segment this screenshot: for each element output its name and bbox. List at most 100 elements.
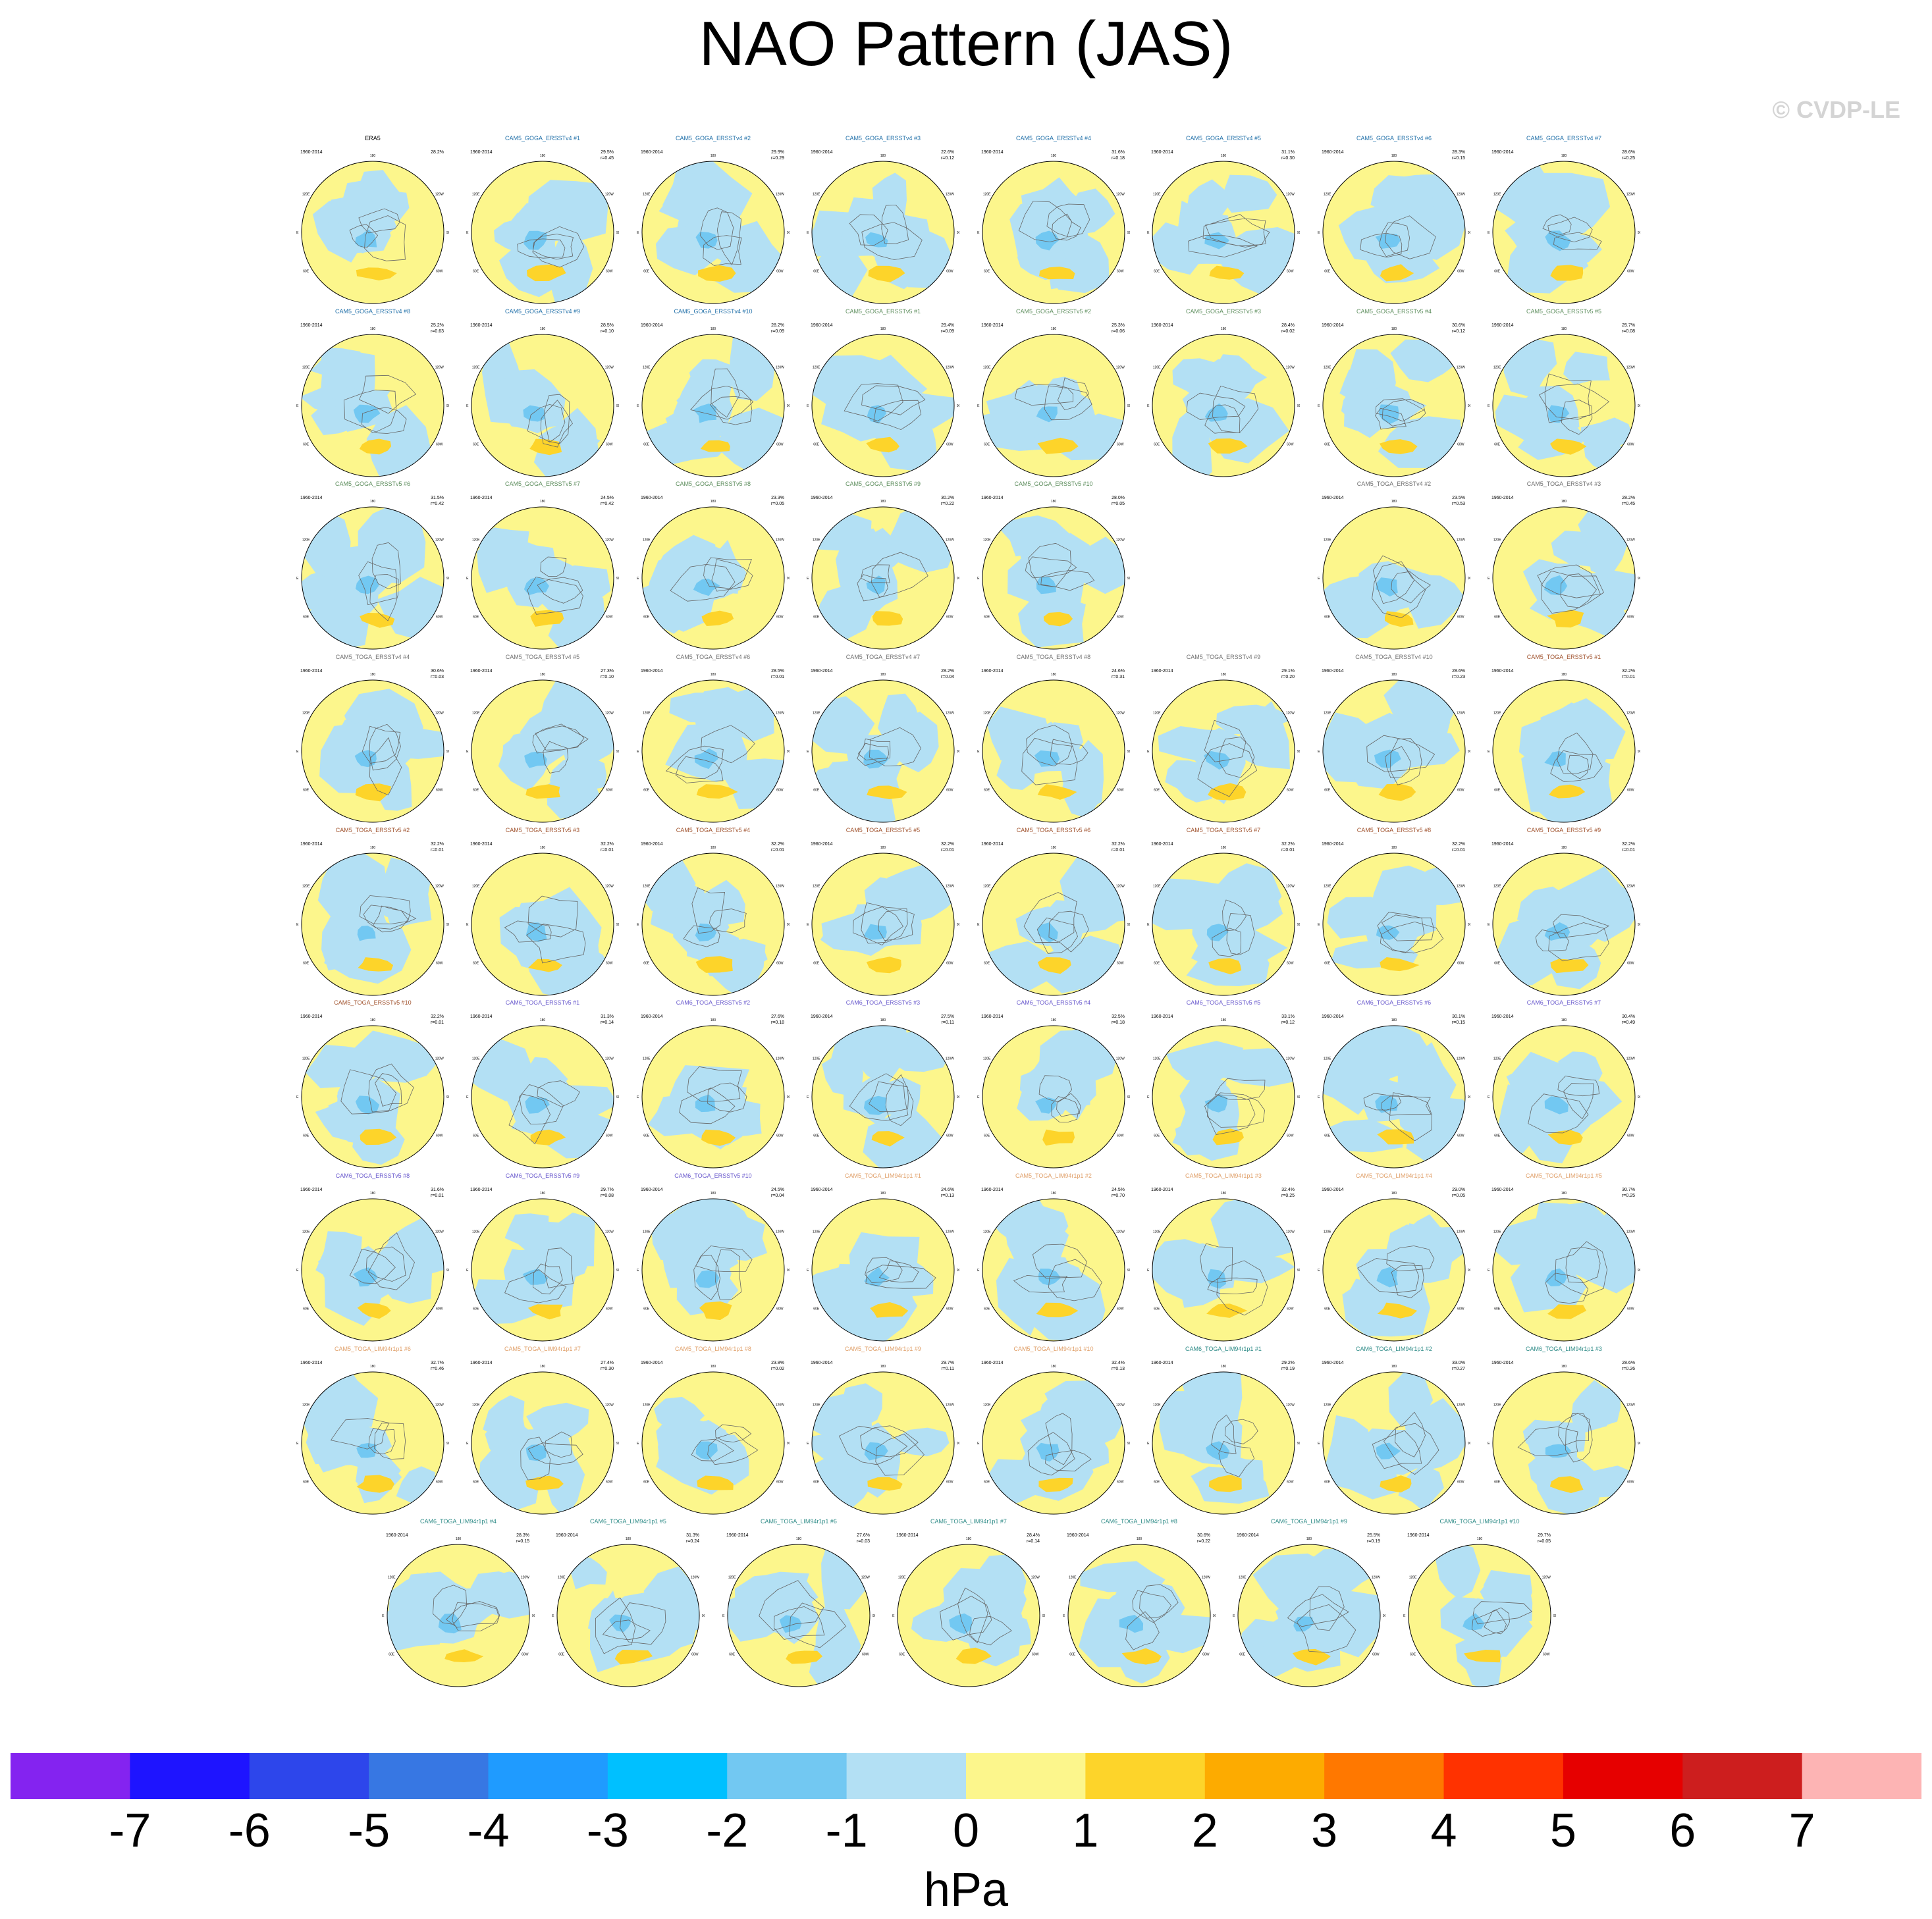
panel-years: 1960-2014	[1322, 669, 1344, 673]
map-border	[471, 161, 614, 304]
nao-low-core	[1375, 233, 1401, 249]
panel-years: 1960-2014	[811, 1361, 833, 1365]
panel-variance: 30.6%	[431, 669, 444, 673]
nao-high-region	[868, 265, 905, 282]
lon-tick-label: 60E	[984, 270, 990, 274]
nao-high-region	[871, 1131, 905, 1147]
lon-tick-label: 60W	[1117, 1481, 1124, 1485]
lon-tick-label: 120W	[1457, 366, 1465, 370]
lon-tick-label: 120W	[435, 712, 444, 716]
lon-tick-label: 90W	[1297, 1095, 1300, 1099]
map-panel: CAM5_GOGA_ERSSTv5 #2 1960-2014 25.3% r=0.06…	[977, 308, 1130, 481]
panel-correlation: r=0.15	[516, 1539, 529, 1544]
lon-tick-label: 90W	[1127, 1095, 1130, 1099]
lon-tick-label: 120E	[1153, 366, 1161, 370]
lon-tick-label: 90W	[1297, 923, 1300, 927]
colorbar-tick-label: 2	[1191, 1804, 1218, 1857]
polar-map: 180120W90W60W060E90E120E	[466, 154, 619, 304]
lon-tick-label: 120E	[472, 1057, 480, 1061]
polar-map: 180120W90W60W060E90E120E	[1318, 846, 1470, 996]
lon-tick-label: 180	[1391, 327, 1397, 331]
lon-tick-label: 60E	[813, 962, 820, 966]
panel-title: CAM5_TOGA_LIM94r1p1 #2	[1015, 1172, 1092, 1179]
colorbar-swatch	[607, 1753, 728, 1799]
colorbar-swatch	[11, 1753, 130, 1799]
nao-high-region	[1550, 265, 1584, 281]
panel-years: 1960-2014	[811, 842, 833, 847]
lon-tick-label: 60E	[473, 1481, 479, 1485]
map-border	[641, 161, 785, 304]
lon-tick-label: 90E	[552, 1614, 554, 1618]
panel-title: CAM5_TOGA_ERSSTv4 #6	[676, 654, 751, 660]
coastlines	[1197, 720, 1258, 797]
nao-low-core	[525, 922, 547, 942]
lon-tick-label: 90E	[466, 750, 469, 754]
map-panel: CAM5_GOGA_ERSSTv5 #1 1960-2014 29.4% r=0.09…	[807, 308, 959, 481]
polar-map: 180120W90W60W060E90E120E	[637, 1365, 790, 1515]
map-panel: CAM6_TOGA_ERSSTv5 #2 1960-2014 27.6% r=0.18…	[637, 999, 790, 1172]
coastlines	[1550, 732, 1603, 783]
lon-tick-label: 180	[1391, 154, 1397, 158]
lon-tick-label: 180	[1221, 846, 1227, 850]
nao-high-region	[700, 440, 730, 452]
panel-variance: 28.4%	[1027, 1533, 1040, 1538]
lon-tick-label: 90W	[1638, 750, 1640, 754]
lon-tick-label: 90W	[1297, 231, 1300, 235]
nao-low-core	[779, 1615, 802, 1633]
panel-years: 1960-2014	[1407, 1533, 1430, 1538]
lon-tick-label: 60E	[1324, 1307, 1331, 1311]
lon-tick-label: 60W	[1287, 270, 1294, 274]
lon-tick-label: 60E	[1154, 962, 1160, 966]
nao-low-core	[1204, 232, 1230, 250]
lon-tick-label: 120W	[946, 1404, 954, 1407]
panel-years: 1960-2014	[470, 842, 493, 847]
coastlines	[857, 727, 921, 767]
panel-variance: 25.3%	[1112, 323, 1125, 328]
lon-tick-label: 90W	[616, 1269, 619, 1273]
lon-tick-label: 90E	[892, 1614, 895, 1618]
nao-high-region	[356, 1475, 394, 1493]
panel-title: CAM5_GOGA_ERSSTv4 #7	[1526, 135, 1602, 142]
panel-correlation: r=0.09	[770, 329, 784, 334]
lon-tick-label: 90W	[957, 1095, 959, 1099]
polar-map: 180120W90W60W060E90E120E	[1318, 1365, 1470, 1515]
polar-map: 180120W90W60W060E90E120E	[1147, 1018, 1300, 1169]
coastlines	[1372, 555, 1432, 618]
negative-anomaly-region	[1080, 1561, 1166, 1592]
panel-correlation: r=0.02	[1281, 329, 1295, 334]
nao-low-core	[1376, 1267, 1398, 1288]
panel-years: 1960-2014	[1322, 842, 1344, 847]
map-panel: CAM5_GOGA_ERSSTv5 #7 1960-2014 24.5% r=0.42…	[466, 481, 619, 653]
nao-high-region	[1208, 1475, 1242, 1492]
lon-tick-label: 120W	[1116, 366, 1125, 370]
lon-tick-label: 90E	[977, 1442, 980, 1446]
panel-variance: 24.5%	[1112, 1188, 1125, 1192]
lon-tick-label: 180	[880, 1192, 886, 1196]
map-panel: CAM6_TOGA_ERSSTv5 #1 1960-2014 31.3% r=0.14…	[466, 999, 619, 1172]
colorbar-tick-label: 0	[952, 1804, 980, 1857]
nao-low-core	[1374, 749, 1401, 768]
lon-tick-label: 90E	[722, 1614, 725, 1618]
map-border	[471, 334, 614, 477]
coastlines	[1537, 564, 1604, 614]
lon-tick-label: 180	[540, 1192, 546, 1196]
lon-tick-label: 90E	[977, 404, 980, 408]
panel-correlation: r=0.27	[1451, 1367, 1465, 1371]
map-border	[811, 506, 955, 650]
panel-title: CAM5_TOGA_ERSSTv4 #9	[1186, 654, 1261, 660]
coastlines	[759, 1580, 847, 1648]
nao-high-region	[1550, 438, 1587, 455]
coastlines	[691, 1424, 759, 1465]
nao-high-region	[1547, 1130, 1583, 1145]
map-border	[1492, 1025, 1636, 1169]
panel-correlation: r=0.15	[1451, 156, 1465, 161]
colorbar-swatch	[249, 1753, 369, 1799]
lon-tick-label: 120W	[946, 539, 954, 542]
lon-tick-label: 90E	[637, 404, 639, 408]
nao-high-region	[360, 1128, 397, 1145]
lon-tick-label: 90W	[446, 404, 449, 408]
coastlines	[1038, 1075, 1081, 1122]
coastlines	[1018, 201, 1090, 242]
lon-tick-label: 90W	[787, 1095, 790, 1099]
lon-tick-label: 60E	[984, 789, 990, 793]
